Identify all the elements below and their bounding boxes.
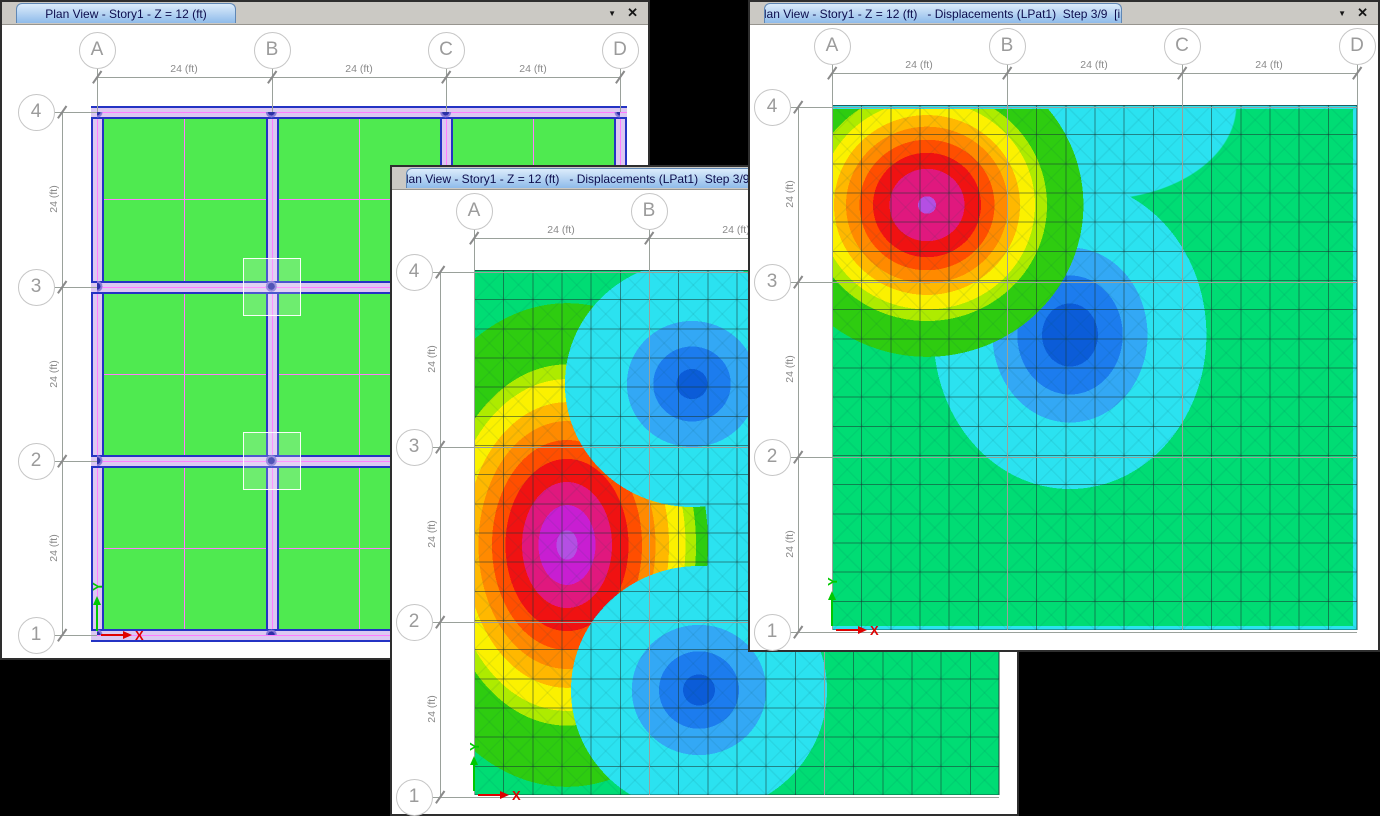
span-dimension: 24 (ft): [48, 360, 60, 388]
span-dimension: 24 (ft): [426, 345, 438, 373]
window-title-tab[interactable]: Plan View - Story1 - Z = 12 (ft): [16, 3, 236, 23]
grid-bubble-col: A: [813, 27, 851, 65]
window-title-tab[interactable]: Plan View - Story1 - Z = 12 (ft) - Displ…: [406, 168, 764, 188]
span-dimension: 24 (ft): [784, 530, 796, 558]
grid-bubble-row: 4: [753, 88, 791, 126]
window-titlebar[interactable]: Plan View - Story1 - Z = 12 (ft) ▼ ✕: [2, 2, 648, 25]
grid-bubble-col: D: [1338, 27, 1376, 65]
grid-bubble-row: 3: [17, 268, 55, 306]
grid-line: [790, 457, 1357, 458]
grid-bubble-col: B: [630, 192, 668, 230]
span-dimension: 24 (ft): [426, 520, 438, 548]
grid-bubble-col: A: [78, 31, 116, 69]
grid-line: [1357, 64, 1358, 630]
dimension-line: [97, 77, 620, 78]
grid-bubble-row: 4: [17, 93, 55, 131]
grid-line: [272, 68, 273, 112]
grid-bubble-row: 4: [395, 253, 433, 291]
grid-bubble-row: 2: [395, 603, 433, 641]
grid-line: [446, 68, 447, 112]
grid-line: [54, 635, 97, 636]
grid-line: [54, 112, 97, 113]
grid-line: [649, 229, 650, 795]
grid-line: [432, 622, 999, 623]
grid-line: [474, 229, 475, 795]
dimension-line: [798, 107, 799, 632]
dimension-line: [832, 73, 1357, 74]
grid-bubble-col: C: [427, 31, 465, 69]
grid-bubble-row: 1: [17, 616, 55, 654]
grid-line: [432, 797, 999, 798]
window-close-button[interactable]: ✕: [627, 5, 638, 20]
grid-line: [790, 632, 1357, 633]
grid-line: [832, 64, 833, 630]
window-menu-button[interactable]: ▼: [1338, 8, 1347, 18]
grid-bubble-col: B: [988, 27, 1026, 65]
grid-line: [432, 447, 999, 448]
grid-bubble-col: A: [455, 192, 493, 230]
drop-panel-selected[interactable]: [243, 432, 301, 490]
grid-line: [1182, 64, 1183, 630]
grid-bubble-row: 2: [17, 442, 55, 480]
span-dimension: 24 (ft): [48, 534, 60, 562]
dimension-line: [474, 238, 999, 239]
span-dimension: 24 (ft): [784, 355, 796, 383]
grid-bubble-row: 2: [753, 438, 791, 476]
displacement-view-window-back[interactable]: 24 (ft) 24 (ft) 24 (ft) 24 (ft) 24 (ft) …: [748, 0, 1380, 652]
grid-line: [790, 107, 1357, 108]
span-dimension: 24 (ft): [170, 63, 198, 75]
span-dimension: 24 (ft): [905, 59, 933, 71]
grid-line: [790, 282, 1357, 283]
span-dimension: 24 (ft): [1255, 59, 1283, 71]
shell-mesh: [832, 105, 1357, 630]
span-dimension: 24 (ft): [784, 180, 796, 208]
grid-line: [1007, 64, 1008, 630]
span-dimension: 24 (ft): [48, 185, 60, 213]
window-menu-button[interactable]: ▼: [608, 8, 617, 18]
window-titlebar[interactable]: Plan View - Story1 - Z = 12 (ft) - Displ…: [750, 2, 1378, 25]
span-dimension: 24 (ft): [345, 63, 373, 75]
span-dimension: 24 (ft): [519, 63, 547, 75]
grid-line: [432, 272, 999, 273]
drop-panel-selected[interactable]: [243, 258, 301, 316]
grid-bubble-row: 3: [753, 263, 791, 301]
grid-line: [97, 68, 98, 112]
grid-bubble-col: D: [601, 31, 639, 69]
dimension-line: [62, 112, 63, 635]
span-dimension: 24 (ft): [547, 224, 575, 236]
dimension-line: [440, 272, 441, 797]
grid-bubble-col: C: [1163, 27, 1201, 65]
grid-line: [54, 287, 97, 288]
window-title-tab[interactable]: Plan View - Story1 - Z = 12 (ft) - Displ…: [764, 3, 1122, 23]
grid-bubble-col: B: [253, 31, 291, 69]
grid-line: [54, 461, 97, 462]
grid-bubble-row: 1: [395, 778, 433, 816]
grid-bubble-row: 3: [395, 428, 433, 466]
span-dimension: 24 (ft): [426, 695, 438, 723]
grid-line: [620, 68, 621, 112]
displacement-contour-plot[interactable]: [832, 105, 1357, 630]
span-dimension: 24 (ft): [722, 224, 750, 236]
grid-bubble-row: 1: [753, 613, 791, 651]
span-dimension: 24 (ft): [1080, 59, 1108, 71]
window-close-button[interactable]: ✕: [1357, 5, 1368, 20]
